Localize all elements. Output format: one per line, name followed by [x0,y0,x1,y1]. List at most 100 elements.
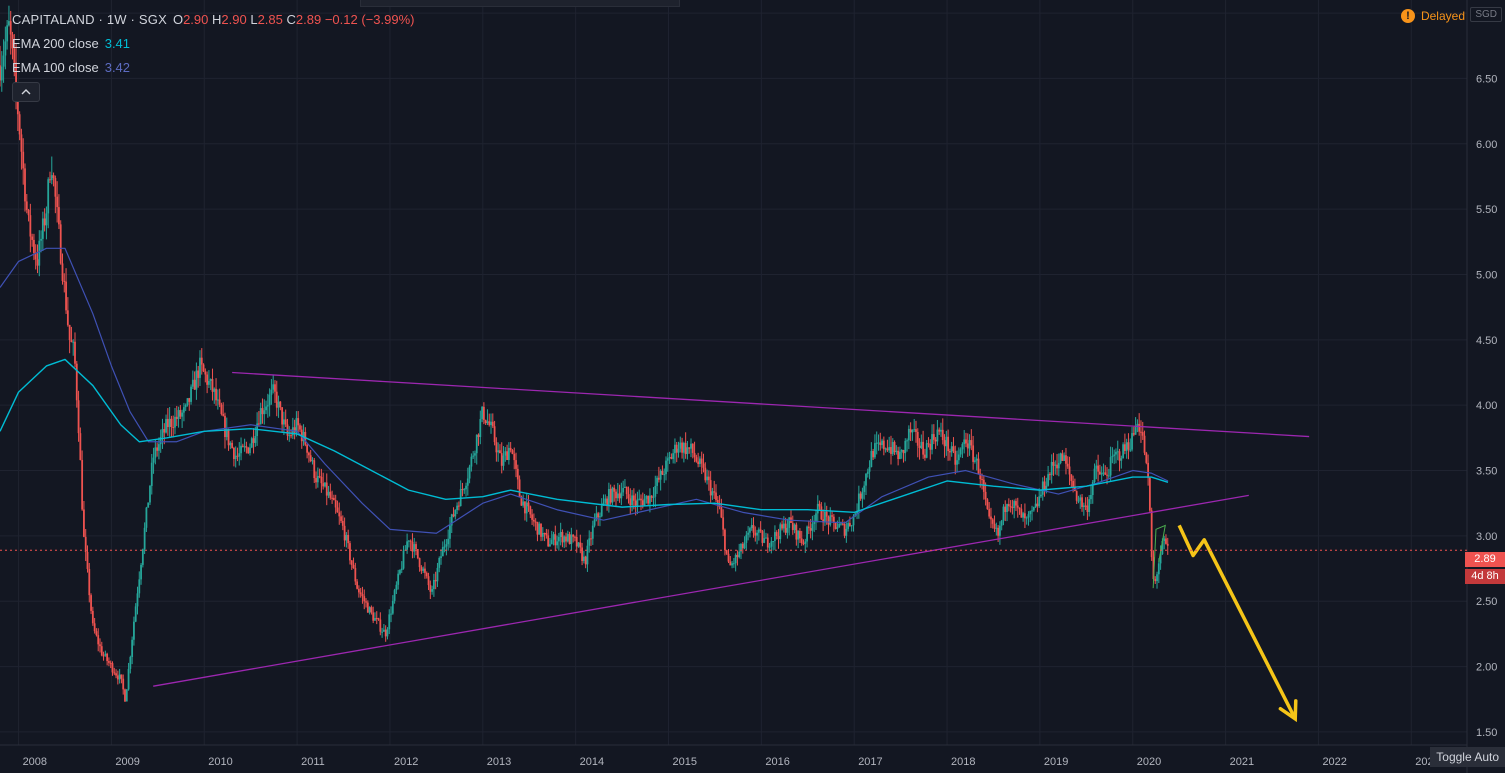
candle-body [579,542,582,548]
candle-body [141,549,144,565]
candle-body [113,672,116,674]
symbol-title[interactable]: CAPITALAND · 1W · SGX [12,12,167,27]
candle-body [427,576,430,586]
candle-body [872,451,875,458]
candle-body [491,421,494,427]
candle-body [747,532,750,535]
candle-body [134,606,137,622]
candle-body [943,440,946,447]
candle-body [515,460,517,469]
candle-body [418,558,421,568]
candle-body [1007,504,1010,507]
candle-body [311,460,314,462]
candle-body [786,527,789,533]
candle-body [1157,563,1160,575]
candle-body [600,505,603,517]
candle-body [1111,455,1114,458]
candle-body [327,491,330,496]
candle-body [795,524,798,540]
candle-body [407,540,410,542]
close-key: C [286,12,296,27]
candle-body [1047,474,1050,486]
high-key: H [212,12,222,27]
candle-body [90,595,92,611]
delayed-status[interactable]: ! Delayed [1400,9,1465,23]
x-tick-label: 2019 [1044,756,1068,768]
forecast-arrow-line [1177,524,1297,720]
ema100-row[interactable]: EMA 100 close 3.42 [12,56,414,80]
ohlc-row: CAPITALAND · 1W · SGX O2.90 H2.90 L2.85 … [12,8,414,32]
candle-body [297,418,300,426]
candle-body [184,404,187,408]
candle-body [1006,504,1008,513]
candle-body [349,543,351,561]
candle-body [115,673,117,676]
candle-body [791,522,794,531]
candle-body [554,534,557,546]
candle-body [65,281,67,311]
ema200-row[interactable]: EMA 200 close 3.41 [12,32,414,56]
candle-body [186,398,189,405]
candle-body [724,529,726,551]
candle-body [877,442,880,444]
candle-body [841,523,844,525]
currency-badge[interactable]: SGD [1470,7,1502,22]
candle-body [999,525,1001,536]
candle-body [968,440,971,449]
candle-body [632,495,635,501]
candle-body [438,557,441,568]
candle-body [215,388,217,401]
candle-body [97,635,100,645]
candle-body [932,434,935,440]
legend-collapse-button[interactable] [12,82,40,102]
candle-body [340,516,342,521]
candle-body [68,324,71,341]
candle-body [1116,451,1119,453]
candle-body [1095,465,1098,469]
candle-body [1093,468,1096,483]
candle-body [588,538,591,546]
candle-body [343,525,346,541]
candle-body [974,460,976,462]
candle-body [465,485,467,490]
candle-body [391,600,394,614]
candle-body [277,401,280,408]
candle-body [409,540,412,542]
candle-body [384,629,387,637]
candle-body [936,429,939,442]
candle-body [425,572,428,577]
candle-body [763,538,766,543]
y-tick-label: 3.00 [1476,531,1497,543]
candle-body [402,550,405,569]
toggle-auto-button[interactable]: Toggle Auto [1430,747,1505,767]
candle-body [945,436,948,447]
candle-body [993,523,996,529]
candle-body [656,477,658,486]
candle-body [500,453,503,466]
candle-body [874,443,876,458]
candle-body [413,544,416,552]
candle-body [354,568,357,582]
candle-body [345,534,348,541]
candle-body [1043,481,1046,490]
candle-body [699,458,701,465]
candle-body [881,440,883,446]
candle-body [818,503,821,507]
candle-body [727,553,730,562]
candle-body [449,525,451,539]
candle-body [793,524,796,531]
ema200-line [0,358,1169,514]
candle-body [922,441,925,455]
candle-body [672,453,675,459]
candle-body [393,590,396,601]
candle-body [204,371,207,375]
candle-body [208,380,210,385]
candle-body [920,441,923,448]
candle-body [732,563,735,565]
candle-body [152,457,155,463]
candle-body [468,466,471,479]
candle-body [175,416,178,420]
candle-body [513,453,516,461]
candle-body [1032,507,1035,511]
